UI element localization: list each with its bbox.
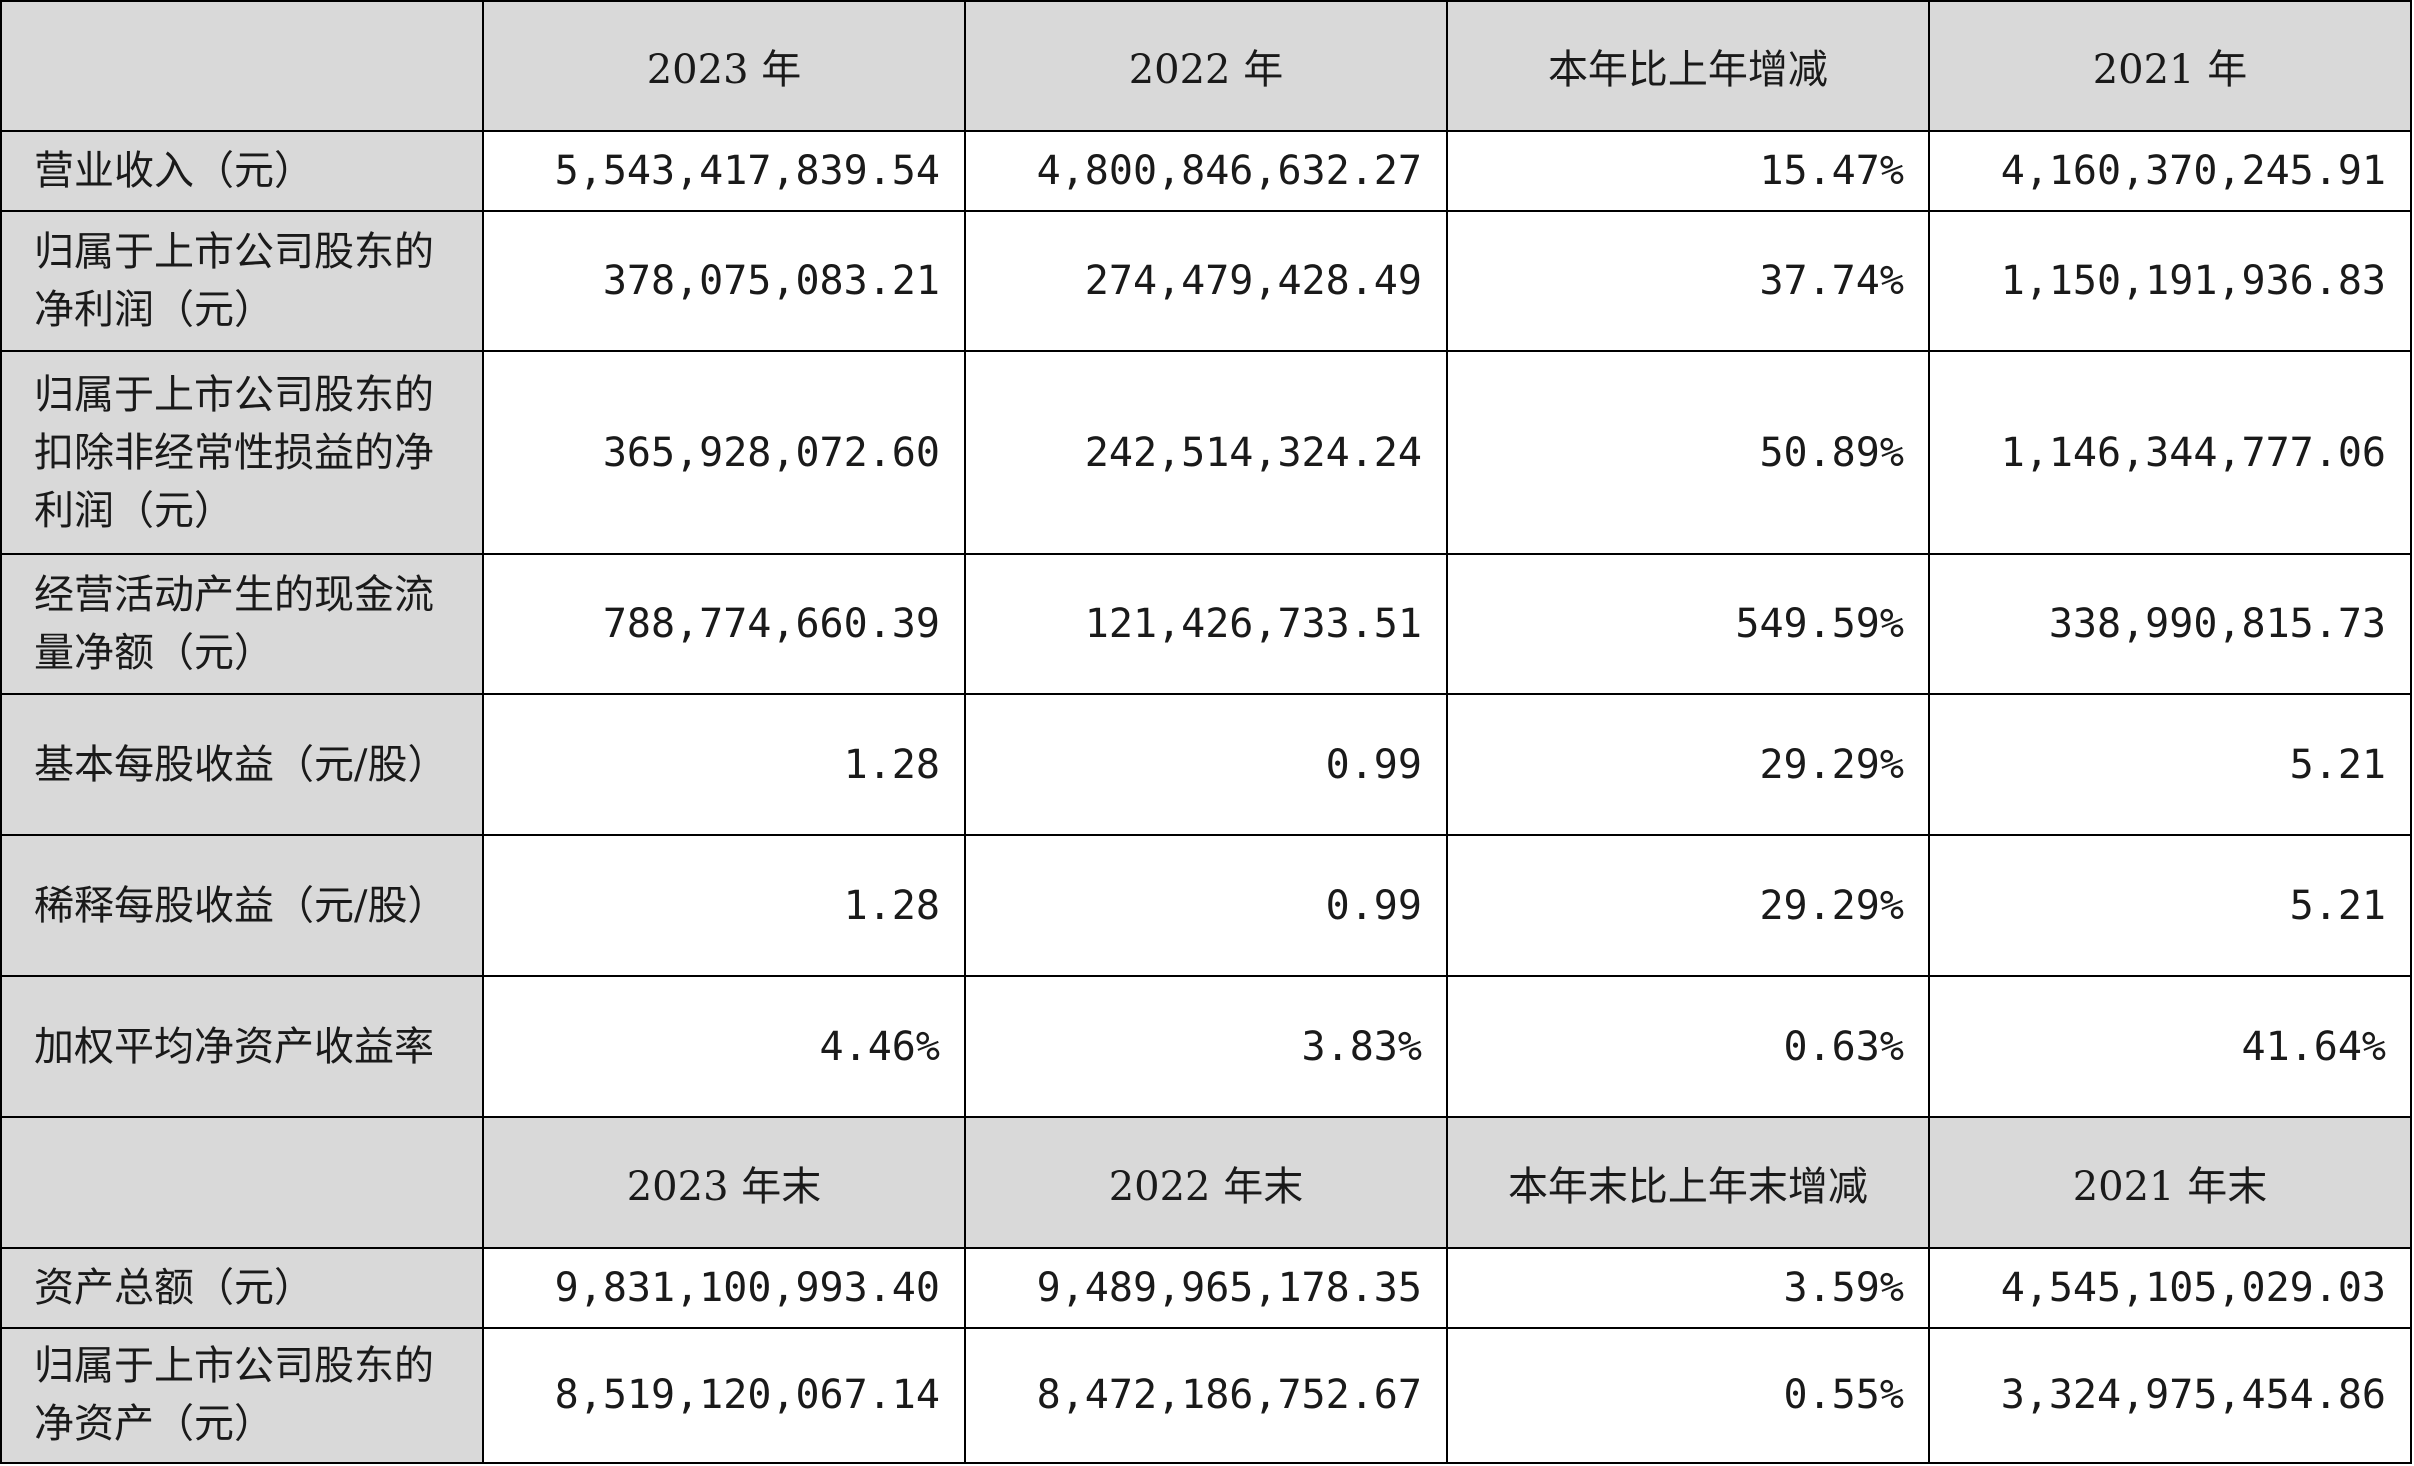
table-row: 归属于上市公司股东的扣除非经常性损益的净利润（元） 365,928,072.60… bbox=[0, 350, 2413, 555]
value-2023: 378,075,083.21 bbox=[481, 210, 966, 353]
row-label: 归属于上市公司股东的净资产（元） bbox=[0, 1326, 484, 1465]
row-label: 营业收入（元） bbox=[0, 130, 484, 213]
header-corner-cell bbox=[0, 1116, 484, 1249]
header-2023: 2023 年 bbox=[481, 0, 966, 133]
value-2022: 121,426,733.51 bbox=[963, 552, 1448, 695]
row-label: 基本每股收益（元/股） bbox=[0, 692, 484, 837]
header-2022: 2022 年 bbox=[963, 0, 1448, 133]
value-2022: 9,489,965,178.35 bbox=[963, 1246, 1448, 1329]
value-2023: 1.28 bbox=[481, 692, 966, 837]
table-row: 营业收入（元） 5,543,417,839.54 4,800,846,632.2… bbox=[0, 130, 2413, 213]
row-label: 经营活动产生的现金流量净额（元） bbox=[0, 552, 484, 695]
table-row: 经营活动产生的现金流量净额（元） 788,774,660.39 121,426,… bbox=[0, 552, 2413, 695]
row-label: 资产总额（元） bbox=[0, 1246, 484, 1329]
value-2021: 4,160,370,245.91 bbox=[1927, 130, 2413, 213]
header-2021-end: 2021 年末 bbox=[1927, 1116, 2413, 1249]
value-2021: 41.64% bbox=[1927, 975, 2413, 1119]
value-2022: 242,514,324.24 bbox=[963, 350, 1448, 555]
value-2022: 0.99 bbox=[963, 834, 1448, 978]
table-row: 加权平均净资产收益率 4.46% 3.83% 0.63% 41.64% bbox=[0, 975, 2413, 1119]
value-2021: 1,150,191,936.83 bbox=[1927, 210, 2413, 353]
row-label: 归属于上市公司股东的净利润（元） bbox=[0, 210, 484, 353]
value-2021: 338,990,815.73 bbox=[1927, 552, 2413, 695]
header-change: 本年比上年增减 bbox=[1445, 0, 1930, 133]
value-2023: 1.28 bbox=[481, 834, 966, 978]
value-2021: 3,324,975,454.86 bbox=[1927, 1326, 2413, 1465]
row-label: 稀释每股收益（元/股） bbox=[0, 834, 484, 978]
header-row-period-end: 2023 年末 2022 年末 本年末比上年末增减 2021 年末 bbox=[0, 1116, 2413, 1249]
value-2023: 788,774,660.39 bbox=[481, 552, 966, 695]
header-2022-end: 2022 年末 bbox=[963, 1116, 1448, 1249]
value-2022: 274,479,428.49 bbox=[963, 210, 1448, 353]
table-row: 资产总额（元） 9,831,100,993.40 9,489,965,178.3… bbox=[0, 1246, 2413, 1329]
value-change: 0.55% bbox=[1445, 1326, 1930, 1465]
value-2021: 4,545,105,029.03 bbox=[1927, 1246, 2413, 1329]
table-row: 基本每股收益（元/股） 1.28 0.99 29.29% 5.21 bbox=[0, 692, 2413, 837]
header-change-end: 本年末比上年末增减 bbox=[1445, 1116, 1930, 1249]
value-2022: 3.83% bbox=[963, 975, 1448, 1119]
value-2021: 5.21 bbox=[1927, 692, 2413, 837]
value-change: 50.89% bbox=[1445, 350, 1930, 555]
table-row: 稀释每股收益（元/股） 1.28 0.99 29.29% 5.21 bbox=[0, 834, 2413, 978]
value-2022: 8,472,186,752.67 bbox=[963, 1326, 1448, 1465]
value-change: 37.74% bbox=[1445, 210, 1930, 353]
value-change: 29.29% bbox=[1445, 692, 1930, 837]
value-2022: 0.99 bbox=[963, 692, 1448, 837]
header-corner-cell bbox=[0, 0, 484, 133]
value-2023: 5,543,417,839.54 bbox=[481, 130, 966, 213]
value-change: 549.59% bbox=[1445, 552, 1930, 695]
value-change: 0.63% bbox=[1445, 975, 1930, 1119]
header-2023-end: 2023 年末 bbox=[481, 1116, 966, 1249]
header-row-period: 2023 年 2022 年 本年比上年增减 2021 年 bbox=[0, 0, 2413, 133]
value-change: 29.29% bbox=[1445, 834, 1930, 978]
value-change: 3.59% bbox=[1445, 1246, 1930, 1329]
value-change: 15.47% bbox=[1445, 130, 1930, 213]
table-row: 归属于上市公司股东的净利润（元） 378,075,083.21 274,479,… bbox=[0, 210, 2413, 353]
value-2021: 5.21 bbox=[1927, 834, 2413, 978]
table-row: 归属于上市公司股东的净资产（元） 8,519,120,067.14 8,472,… bbox=[0, 1326, 2413, 1465]
row-label: 归属于上市公司股东的扣除非经常性损益的净利润（元） bbox=[0, 350, 484, 555]
value-2023: 4.46% bbox=[481, 975, 966, 1119]
value-2021: 1,146,344,777.06 bbox=[1927, 350, 2413, 555]
value-2022: 4,800,846,632.27 bbox=[963, 130, 1448, 213]
value-2023: 9,831,100,993.40 bbox=[481, 1246, 966, 1329]
header-2021: 2021 年 bbox=[1927, 0, 2413, 133]
value-2023: 365,928,072.60 bbox=[481, 350, 966, 555]
value-2023: 8,519,120,067.14 bbox=[481, 1326, 966, 1465]
row-label: 加权平均净资产收益率 bbox=[0, 975, 484, 1119]
